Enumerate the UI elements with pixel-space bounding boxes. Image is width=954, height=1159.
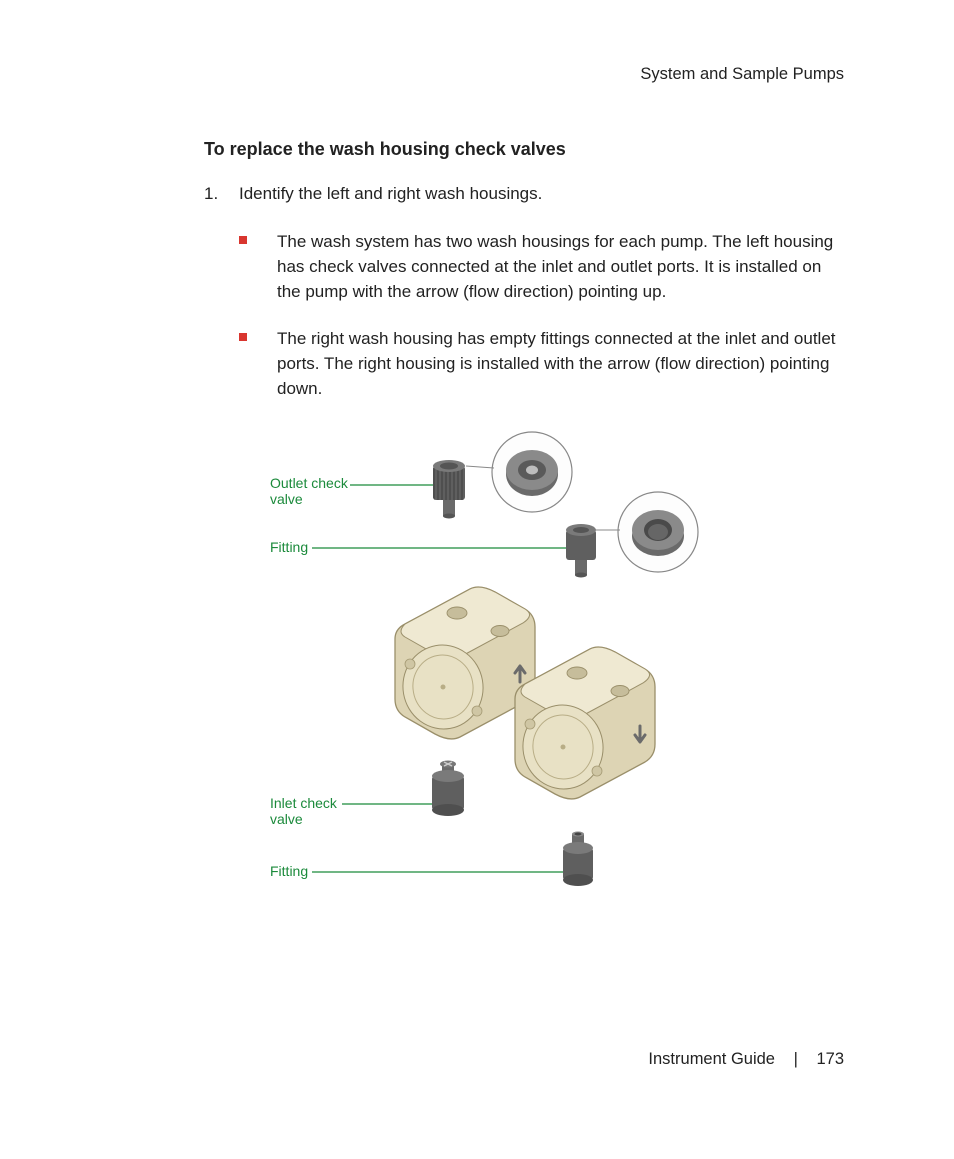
housing-left (395, 587, 535, 739)
label-fitting-bottom: Fitting (270, 863, 308, 879)
bullet-icon (239, 236, 247, 244)
inlet-check-valve (432, 760, 464, 816)
label-inlet-check-valve-2: valve (270, 811, 303, 827)
step-number: 1. (204, 182, 239, 207)
label-fitting-top: Fitting (270, 539, 308, 555)
fitting-bottom (563, 831, 593, 886)
bullet-text: The wash system has two wash housings fo… (277, 229, 844, 304)
label-outlet-check-valve: Outlet check (270, 475, 349, 491)
footer-separator: | (794, 1050, 798, 1068)
fitting-top (566, 524, 596, 578)
section-title: To replace the wash housing check valves (204, 139, 844, 160)
bullet-icon (239, 333, 247, 341)
step-1: 1. Identify the left and right wash hous… (204, 182, 844, 207)
footer: Instrument Guide | 173 (648, 1050, 844, 1069)
bullet-item: The right wash housing has empty fitting… (239, 326, 844, 401)
footer-page: 173 (816, 1050, 844, 1068)
step-text: Identify the left and right wash housing… (239, 182, 542, 207)
housing-right (515, 647, 655, 799)
bullet-text: The right wash housing has empty fitting… (277, 326, 844, 401)
header-section: System and Sample Pumps (110, 65, 844, 84)
label-inlet-check-valve: Inlet check (270, 795, 338, 811)
figure-wash-housings: Outlet check valve Fitting Inlet check v… (270, 424, 844, 919)
bullet-item: The wash system has two wash housings fo… (239, 229, 844, 304)
footer-book: Instrument Guide (648, 1050, 775, 1068)
callout-outlet (466, 432, 572, 512)
callout-fitting (596, 492, 698, 572)
outlet-check-valve (433, 460, 465, 519)
label-outlet-check-valve-2: valve (270, 491, 303, 507)
